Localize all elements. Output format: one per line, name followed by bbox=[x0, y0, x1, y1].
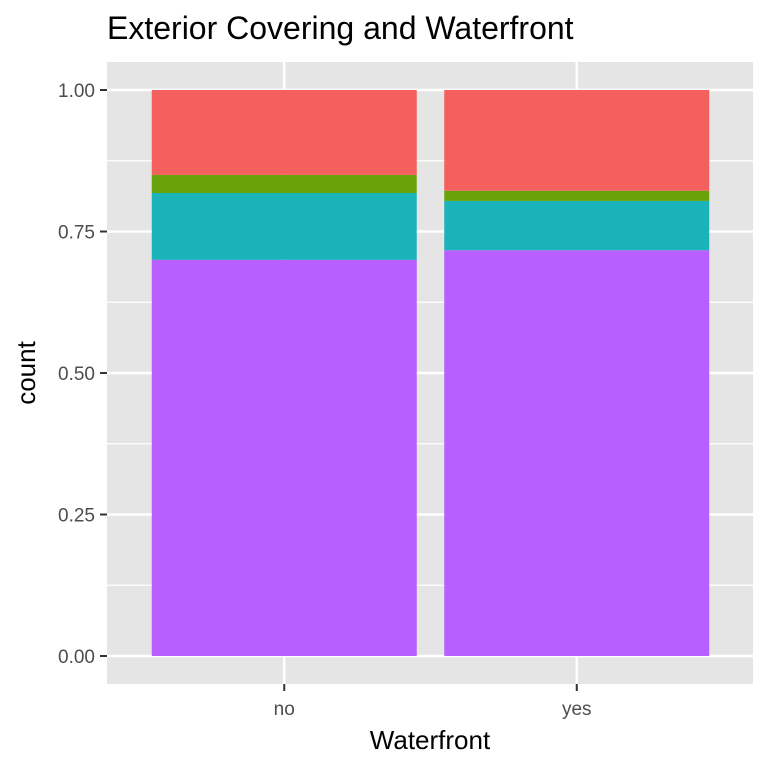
y-tick-label: 1.00 bbox=[58, 81, 95, 102]
y-axis-label: count bbox=[11, 340, 41, 404]
bar-segment bbox=[444, 200, 710, 251]
bar-segment bbox=[444, 190, 710, 201]
bar-segment bbox=[151, 174, 417, 194]
y-tick-label: 0.75 bbox=[58, 223, 95, 244]
axes-layer: 0.00 0.25 0.50 0.75 1.00 no yes bbox=[58, 81, 592, 720]
y-tick-label: 0.50 bbox=[58, 364, 95, 385]
x-axis-label: Waterfront bbox=[370, 725, 491, 755]
bar-segment bbox=[151, 259, 417, 656]
bar-segment bbox=[151, 90, 417, 175]
chart-title: Exterior Covering and Waterfront bbox=[107, 10, 574, 46]
x-tick-label: no bbox=[274, 699, 295, 720]
x-tick-label: yes bbox=[562, 699, 592, 720]
bars-layer bbox=[151, 90, 710, 657]
y-tick-label: 0.25 bbox=[58, 506, 95, 527]
bar-segment bbox=[151, 193, 417, 260]
bar-segment bbox=[444, 90, 710, 191]
y-tick-label: 0.00 bbox=[58, 647, 95, 668]
bar-segment bbox=[444, 250, 710, 657]
